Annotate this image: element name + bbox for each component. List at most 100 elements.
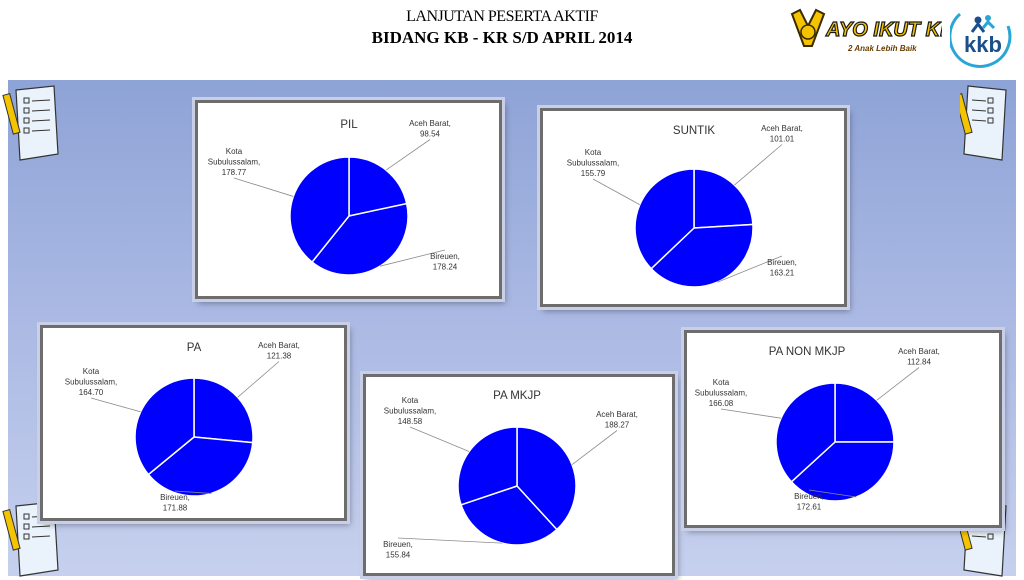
data-label-line: Bireuen,	[383, 540, 413, 549]
data-label-line: Aceh Barat,	[409, 119, 451, 128]
data-label-line: Subulussalam,	[567, 159, 619, 168]
chart-title: PA	[187, 342, 202, 354]
data-label-line: 171.88	[163, 504, 188, 513]
data-label-aceh-barat: Aceh Barat, 98.54	[409, 119, 451, 139]
checklist-mascot-icon	[2, 85, 59, 161]
data-label-line: 178.77	[222, 168, 247, 177]
page-title: LANJUTAN PESERTA AKTIF	[406, 8, 598, 25]
leader-line	[876, 367, 920, 401]
data-label-line: Aceh Barat,	[761, 124, 803, 133]
kkb-logo-text: kkb	[964, 32, 1002, 57]
leader-line	[409, 426, 470, 452]
data-label-aceh-barat: Aceh Barat, 188.27	[596, 410, 638, 430]
data-label-line: 172.61	[797, 503, 822, 512]
pie-slice-bireuen	[460, 485, 558, 546]
data-label-bireuen: Bireuen, 163.21	[767, 258, 797, 278]
leader-line	[90, 397, 141, 413]
chart-card-pa-mkjp: PA MKJP Aceh Barat, 188.27 Bireuen, 155.84 Ko…	[363, 374, 675, 576]
pie-slice-aceh-barat	[834, 382, 895, 443]
chart-title: SUNTIK	[673, 125, 716, 137]
leader-line	[808, 489, 857, 498]
chart-card-pil: PIL Aceh Barat, 98.54 Bireuen, 178.24 Kota Sub…	[195, 100, 502, 299]
leader-line	[592, 178, 640, 206]
leader-line	[379, 249, 446, 267]
data-label-line: 98.54	[420, 130, 441, 139]
data-label-kota-subulussalam: Kota Subulussalam, 164.70	[65, 367, 117, 397]
data-label-line: Bireuen,	[794, 492, 824, 501]
pie-slice-kota-subulussalam	[634, 168, 695, 270]
data-label-bireuen: Bireuen, 178.24	[430, 252, 460, 272]
data-label-line: Subulussalam,	[695, 389, 747, 398]
chart-card-pa-non-mkjp: PA NON MKJP Aceh Barat, 112.84 Bireuen, 172.…	[684, 330, 1002, 528]
pie-slice-bireuen	[147, 436, 254, 497]
data-label-line: 155.79	[581, 169, 606, 178]
chart-title: PA NON MKJP	[769, 346, 846, 358]
data-label-aceh-barat: Aceh Barat, 112.84	[898, 347, 940, 367]
data-label-line: 164.70	[79, 388, 104, 397]
pie-chart: PA NON MKJP Aceh Barat, 112.84 Bireuen, 172.…	[695, 346, 940, 512]
data-label-line: 101.01	[770, 135, 795, 144]
data-label-bireuen: Bireuen, 172.61	[794, 492, 824, 512]
chart-card-pa: PA Aceh Barat, 121.38 Bireuen, 171.88 Kota Sub…	[40, 325, 347, 521]
data-label-kota-subulussalam: Kota Subulussalam, 155.79	[567, 148, 619, 178]
data-label-line: Bireuen,	[430, 252, 460, 261]
leader-line	[397, 537, 503, 544]
data-label-line: 155.84	[386, 551, 411, 560]
pie-chart: PA MKJP Aceh Barat, 188.27 Bireuen, 155.84 Ko…	[383, 390, 638, 560]
pie-slice-kota-subulussalam	[289, 156, 350, 264]
kkb-logo: kkb	[950, 12, 1012, 68]
page-subtitle: BIDANG KB - KR S/D APRIL 2014	[371, 28, 633, 47]
data-label-line: Kota	[713, 378, 730, 387]
data-label-bireuen: Bireuen, 171.88	[160, 493, 190, 513]
page-title-block: LANJUTAN PESERTA AKTIF BIDANG KB - KR S/…	[0, 8, 1024, 48]
leader-line	[233, 177, 294, 197]
data-label-line: Subulussalam,	[208, 158, 260, 167]
ayo-ikut-kb-logo: AYO IKUT KB 2 Anak Lebih Baik	[790, 8, 942, 53]
data-label-line: Kota	[226, 147, 243, 156]
data-label-line: 166.08	[709, 399, 734, 408]
pie-slice-aceh-barat	[193, 377, 254, 444]
data-label-aceh-barat: Aceh Barat, 121.38	[258, 341, 300, 361]
chart-title: PIL	[340, 119, 358, 131]
leader-line	[571, 430, 618, 465]
chart-title: PA MKJP	[493, 390, 541, 402]
data-label-line: Bireuen,	[160, 493, 190, 502]
pie-slice-bireuen	[311, 202, 409, 276]
data-label-bireuen: Bireuen, 155.84	[383, 540, 413, 560]
data-label-kota-subulussalam: Kota Subulussalam, 178.77	[208, 147, 260, 177]
pie-chart: PIL Aceh Barat, 98.54 Bireuen, 178.24 Kota Sub…	[208, 119, 460, 276]
data-label-line: 148.58	[398, 417, 423, 426]
leader-line	[717, 255, 783, 283]
data-label-kota-subulussalam: Kota Subulussalam, 166.08	[695, 378, 747, 408]
checklist-mascot-icon	[960, 85, 1007, 161]
pie-slice-aceh-barat	[516, 426, 577, 531]
data-label-line: Aceh Barat,	[898, 347, 940, 356]
leader-line	[720, 408, 782, 419]
pie-chart: SUNTIK Aceh Barat, 101.01 Bireuen, 163.21 Kot…	[567, 124, 803, 288]
data-label-line: 121.38	[267, 352, 292, 361]
data-label-line: Subulussalam,	[65, 378, 117, 387]
data-label-line: Bireuen,	[767, 258, 797, 267]
data-label-line: Aceh Barat,	[596, 410, 638, 419]
data-label-line: 188.27	[605, 421, 630, 430]
data-label-line: 178.24	[433, 263, 458, 272]
pie-slice-kota-subulussalam	[457, 426, 518, 506]
data-label-line: Subulussalam,	[384, 407, 436, 416]
data-label-line: Aceh Barat,	[258, 341, 300, 350]
data-label-line: 163.21	[770, 269, 795, 278]
leader-line	[385, 139, 431, 171]
leader-line	[174, 490, 212, 494]
ayo-logo-tagline: 2 Anak Lebih Baik	[847, 44, 917, 53]
leader-line	[734, 144, 783, 186]
data-label-kota-subulussalam: Kota Subulussalam, 148.58	[384, 396, 436, 426]
pie-slice-aceh-barat	[348, 156, 408, 217]
data-label-line: Kota	[83, 367, 100, 376]
leader-line	[237, 361, 280, 398]
pie-slice-bireuen	[650, 223, 754, 288]
ayo-logo-text: AYO IKUT KB	[825, 19, 942, 41]
data-label-line: Kota	[402, 396, 419, 405]
data-label-line: 112.84	[907, 358, 931, 367]
data-label-aceh-barat: Aceh Barat, 101.01	[761, 124, 803, 144]
pie-slice-kota-subulussalam	[134, 377, 195, 476]
data-label-line: Kota	[585, 148, 602, 157]
